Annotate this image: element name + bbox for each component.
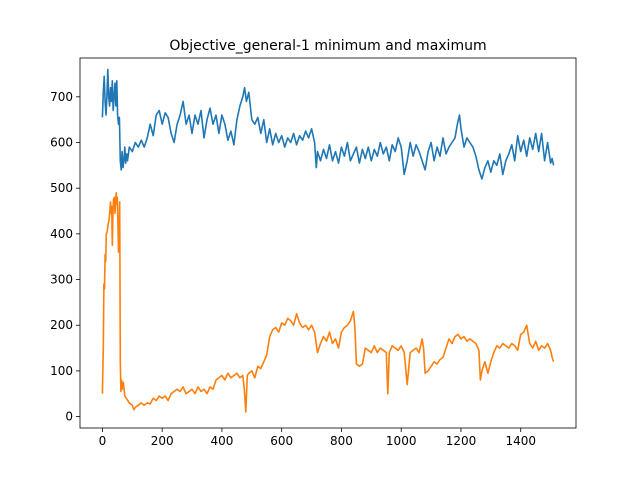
x-tick-label: 1200 — [446, 434, 477, 448]
series-line-maximum — [101, 68, 555, 180]
y-axis-ticks: 0 100 200 300 400 500 600 700 — [50, 90, 80, 424]
x-tick-label: 400 — [210, 434, 233, 448]
x-tick-label: 800 — [330, 434, 353, 448]
y-tick-label: 600 — [50, 136, 73, 150]
y-tick-label: 200 — [50, 318, 73, 332]
x-tick-label: 0 — [99, 434, 107, 448]
chart-title: Objective_general-1 minimum and maximum — [169, 38, 486, 54]
y-tick-label: 0 — [65, 410, 73, 424]
y-tick-label: 100 — [50, 364, 73, 378]
x-tick-label: 1400 — [505, 434, 536, 448]
y-tick-label: 400 — [50, 227, 73, 241]
y-tick-label: 700 — [50, 90, 73, 104]
x-tick-label: 200 — [151, 434, 174, 448]
y-tick-label: 500 — [50, 181, 73, 195]
series-layer — [101, 68, 555, 413]
series-line-minimum — [101, 192, 555, 413]
x-tick-label: 600 — [270, 434, 293, 448]
y-tick-label: 300 — [50, 273, 73, 287]
x-tick-label: 1000 — [386, 434, 417, 448]
x-axis-ticks: 0 200 400 600 800 1000 1200 1400 — [99, 428, 536, 448]
plot-frame — [79, 57, 577, 429]
